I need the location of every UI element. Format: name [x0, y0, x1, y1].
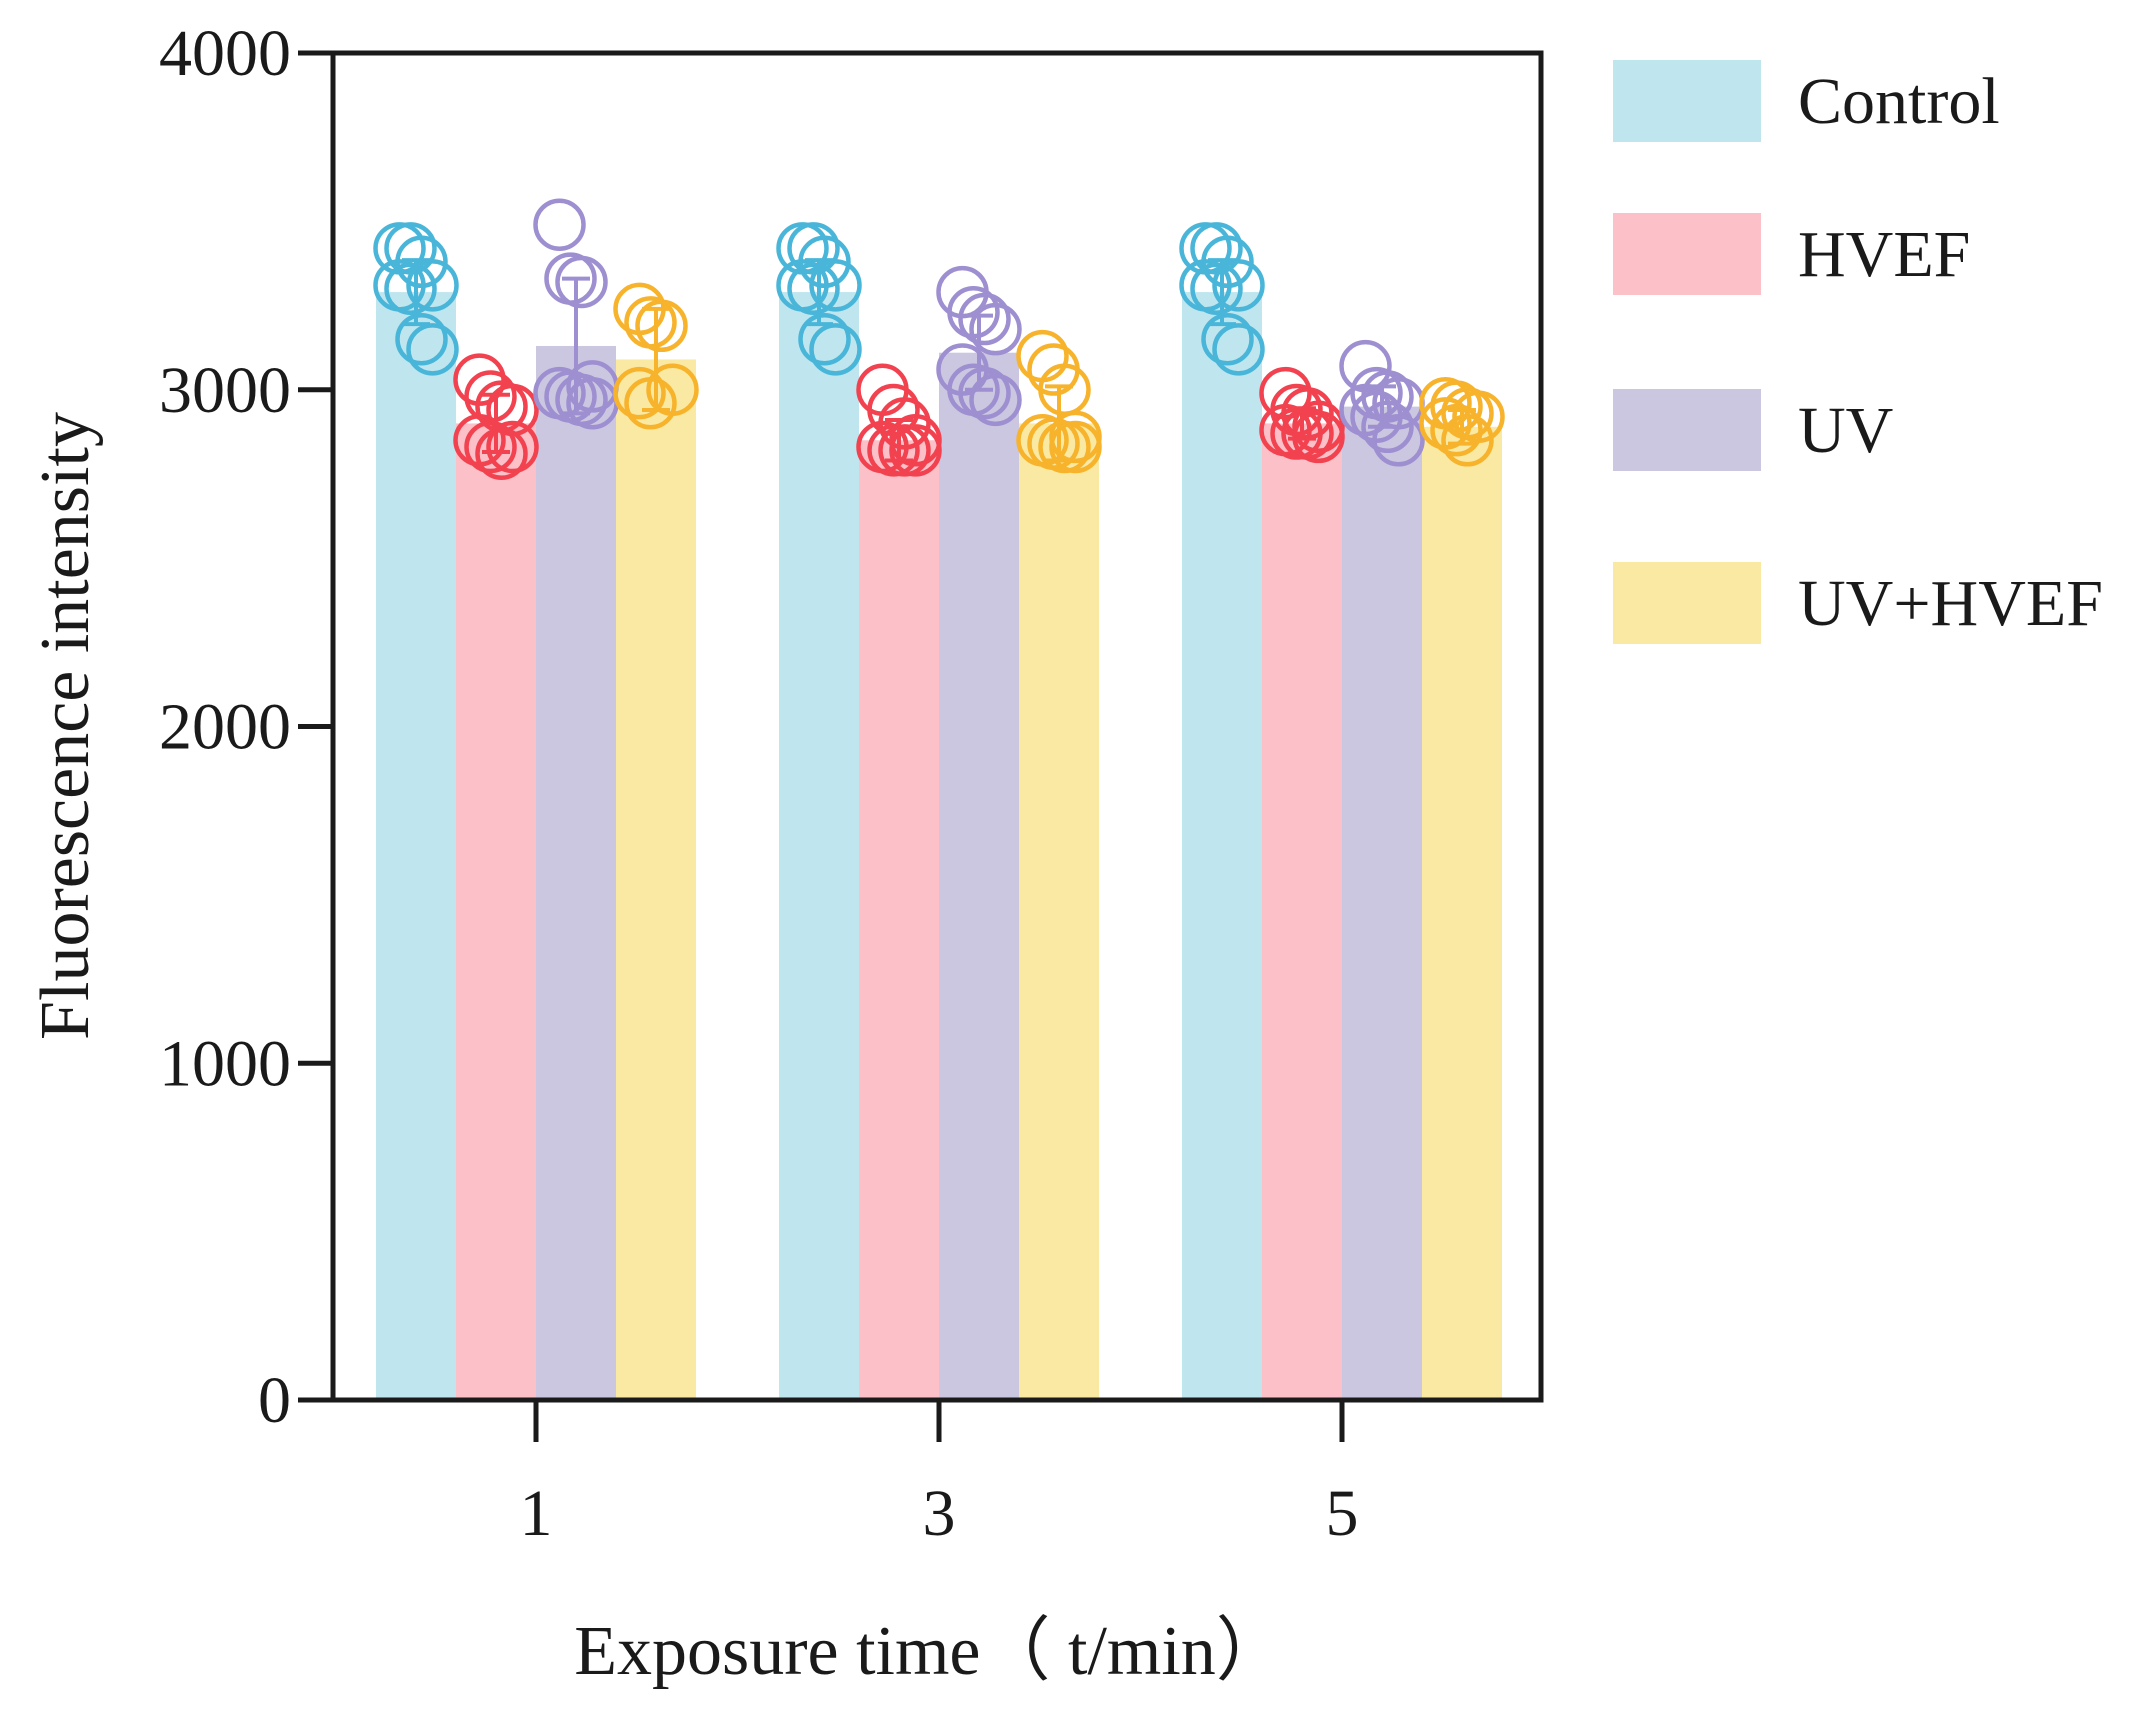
data-point — [406, 323, 459, 376]
bars-layer — [376, 292, 1502, 1401]
data-point — [1270, 407, 1323, 460]
bar-hvef-t1 — [456, 423, 536, 1400]
legend-label-uv-hvef: UV+HVEF — [1798, 567, 2103, 640]
data-point — [635, 299, 688, 353]
legend-label-hvef: HVEF — [1798, 218, 1970, 291]
data-point — [889, 424, 942, 477]
bar-control-t1 — [376, 292, 456, 1400]
data-point — [1430, 403, 1483, 457]
data-point — [878, 424, 931, 477]
data-point — [1201, 312, 1254, 366]
data-point — [867, 424, 920, 477]
x-tick-label: 3 — [923, 1477, 956, 1550]
data-point — [406, 259, 459, 312]
data-point — [809, 323, 862, 376]
bar-control-t5 — [1182, 292, 1262, 1400]
bar-hvef-t5 — [1262, 423, 1342, 1400]
data-point — [1016, 329, 1069, 383]
legend-swatch-uv — [1613, 389, 1761, 471]
points-layer — [373, 198, 1505, 480]
data-point — [809, 259, 862, 312]
y-tick-label: 0 — [258, 1364, 291, 1437]
data-point — [475, 427, 528, 480]
data-point — [1212, 259, 1265, 312]
bar-uv-t5 — [1342, 406, 1422, 1400]
data-point — [1038, 420, 1091, 474]
bar-uv-hvef-t1 — [616, 359, 696, 1400]
x-axis-title: Exposure time（ t/min） — [574, 1613, 1286, 1690]
data-point — [1361, 400, 1414, 454]
x-ticks: 1 3 5 — [520, 1400, 1359, 1550]
data-point — [486, 420, 539, 474]
data-point — [1049, 420, 1102, 474]
data-point — [1372, 414, 1425, 467]
data-point — [395, 312, 448, 366]
y-ticks: 0 1000 2000 3000 4000 — [159, 17, 333, 1437]
data-point — [533, 198, 586, 251]
bar-uv-t3 — [939, 352, 1019, 1400]
data-point — [1212, 323, 1265, 376]
data-point — [969, 373, 1022, 427]
data-point — [958, 366, 1011, 420]
legend-swatch-control — [1613, 60, 1761, 142]
data-point — [1292, 410, 1345, 464]
data-point — [969, 302, 1022, 356]
data-point — [384, 262, 437, 315]
data-point — [464, 420, 517, 474]
data-point — [958, 292, 1011, 346]
y-tick-label: 3000 — [159, 354, 291, 427]
y-tick-label: 4000 — [159, 17, 291, 90]
data-point — [555, 255, 608, 309]
data-point — [787, 262, 840, 315]
y-tick-label: 1000 — [159, 1027, 291, 1100]
legend: Control HVEF UV UV+HVEF — [1613, 60, 2103, 644]
x-tick-label: 1 — [520, 1477, 553, 1550]
bar-hvef-t3 — [859, 440, 939, 1400]
bar-uv-hvef-t3 — [1019, 423, 1099, 1400]
x-tick-label: 5 — [1326, 1477, 1359, 1550]
data-point — [1190, 262, 1243, 315]
bar-control-t3 — [779, 292, 859, 1400]
y-axis-title: Fluorescence intensity — [27, 412, 104, 1040]
bar-uv-hvef-t5 — [1422, 426, 1502, 1401]
data-point — [613, 366, 666, 420]
legend-swatch-uv-hvef — [1613, 562, 1761, 644]
data-point — [1441, 414, 1494, 467]
y-tick-label: 2000 — [159, 691, 291, 764]
bar-uv-t1 — [536, 345, 616, 1400]
data-point — [798, 312, 851, 366]
legend-label-uv: UV — [1798, 394, 1893, 467]
data-point — [624, 376, 677, 430]
legend-label-control: Control — [1798, 65, 2000, 138]
legend-swatch-hvef — [1613, 213, 1761, 295]
